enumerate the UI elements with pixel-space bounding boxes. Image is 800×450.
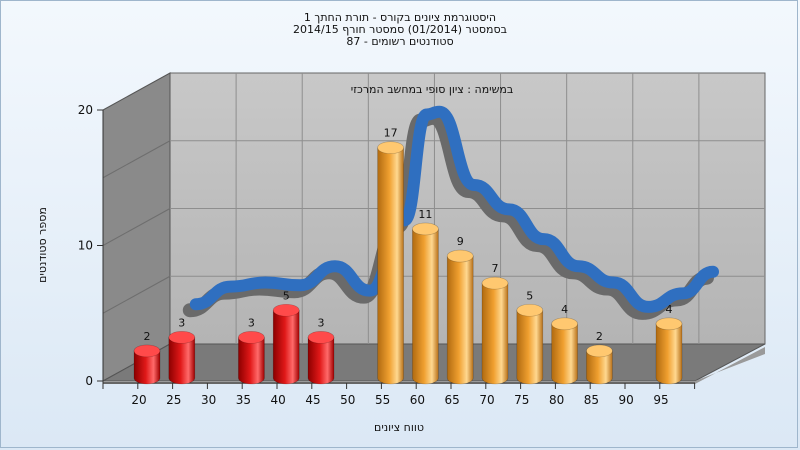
bar-top xyxy=(412,222,439,236)
bar-top xyxy=(516,303,544,317)
bar-value-label: 17 xyxy=(384,127,398,140)
histogram-bar: 4 xyxy=(551,303,578,385)
chart-title-line-3: סטודנטים רשומים - 87 xyxy=(346,35,454,48)
bar-top xyxy=(272,303,300,317)
bar-top xyxy=(238,331,265,344)
bar-body xyxy=(655,323,683,385)
bar-body xyxy=(412,228,439,385)
histogram-bar: 9 xyxy=(446,235,474,385)
x-tick-label: 45 xyxy=(305,393,320,407)
x-tick-label: 80 xyxy=(549,393,564,407)
bar-value-label: 7 xyxy=(492,262,499,275)
x-tick-label: 40 xyxy=(271,393,286,407)
bar-top xyxy=(655,317,683,331)
bar-value-label: 9 xyxy=(457,235,464,248)
x-tick-label: 50 xyxy=(340,393,355,407)
bar-top xyxy=(551,317,578,331)
histogram-bar: 4 xyxy=(655,303,683,385)
distribution-curve xyxy=(189,105,719,313)
histogram-bar: 2 xyxy=(586,330,613,385)
histogram-bar: 17 xyxy=(377,127,404,385)
bar-body xyxy=(586,350,613,385)
bar-value-label: 3 xyxy=(318,316,325,329)
x-tick-label: 60 xyxy=(410,393,425,407)
bar-value-label: 2 xyxy=(596,330,603,343)
histogram-bar: 7 xyxy=(481,262,509,385)
bar-top xyxy=(481,276,509,290)
bar-value-label: 4 xyxy=(666,303,673,316)
bar-value-label: 11 xyxy=(418,208,432,221)
bar-body xyxy=(133,350,161,385)
bar-body xyxy=(238,337,265,385)
x-axis-title: טווח ציונים xyxy=(374,421,424,434)
chart-subtitle: במשימה : ציון סופי במחשב המרכזי xyxy=(351,83,514,96)
histogram-bar: 2 xyxy=(133,330,161,385)
x-tick-label: 75 xyxy=(514,393,529,407)
x-tick-label: 65 xyxy=(445,393,460,407)
x-tick-label: 25 xyxy=(166,393,181,407)
histogram-bar: 11 xyxy=(412,208,439,385)
y-axis-title: מספר סטודנטים xyxy=(36,207,49,283)
y-tick-label: 0 xyxy=(85,374,93,388)
y-tick-label: 20 xyxy=(78,103,93,117)
x-tick-label: 95 xyxy=(653,393,668,407)
bar-top xyxy=(377,141,404,154)
histogram-bar: 3 xyxy=(307,316,335,385)
x-tick-label: 55 xyxy=(375,393,390,407)
chart-title-line-1: היסטוגרמת ציונים בקורס - תורת החתך 1 xyxy=(303,11,497,24)
side-grid-line xyxy=(102,275,171,314)
bar-value-label: 4 xyxy=(561,303,568,316)
histogram-bar: 5 xyxy=(516,289,544,385)
x-tick-label: 70 xyxy=(479,393,494,407)
x-tick-label: 85 xyxy=(584,393,599,407)
bar-body xyxy=(307,337,335,385)
bar-body xyxy=(377,147,404,385)
histogram-bar: 5 xyxy=(272,289,300,385)
bar-value-label: 5 xyxy=(526,289,533,302)
histogram-bar: 3 xyxy=(168,316,196,385)
bar-body xyxy=(272,309,300,385)
bar-value-label: 5 xyxy=(283,289,290,302)
x-tick-label: 30 xyxy=(201,393,216,407)
chart-title-line-2: בסמסטר (01/2014) סמסטר חורף 2014/15 xyxy=(293,23,507,36)
bar-value-label: 3 xyxy=(248,316,255,329)
bar-body xyxy=(551,323,578,385)
bar-top xyxy=(446,249,474,263)
bar-body xyxy=(481,282,509,385)
side-grid-line xyxy=(102,140,171,179)
side-grid-line xyxy=(102,208,171,246)
bar-body xyxy=(516,309,544,385)
bar-top xyxy=(168,331,196,344)
histogram-bar: 3 xyxy=(238,316,265,385)
x-tick-label: 20 xyxy=(131,393,146,407)
bar-top xyxy=(586,344,613,358)
x-tick-label: 35 xyxy=(236,393,251,407)
bar-value-label: 2 xyxy=(144,330,151,343)
bar-top xyxy=(307,331,335,344)
bar-top xyxy=(133,344,161,358)
bar-value-label: 3 xyxy=(178,316,185,329)
bar-body xyxy=(168,337,196,385)
x-tick-label: 90 xyxy=(619,393,634,407)
bar-body xyxy=(446,255,474,385)
y-tick-label: 10 xyxy=(78,239,93,253)
chart-floor-edge xyxy=(103,347,765,384)
